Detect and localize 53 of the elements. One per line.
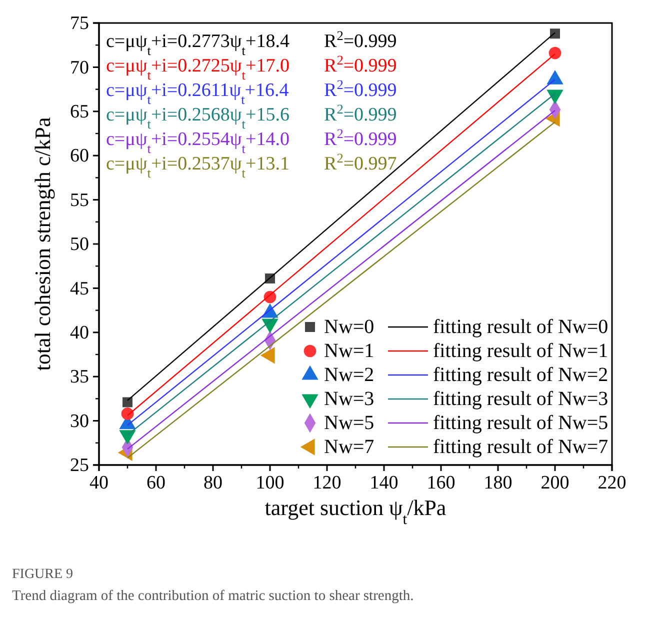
y-tick-label: 60 [70, 146, 89, 167]
x-tick-label: 220 [598, 472, 626, 494]
y-tick-label: 30 [70, 410, 89, 432]
legend-label: fitting result of Nw=7 [433, 436, 608, 458]
annotation: c=μψ$_{t}$+i=0.2611ψ$_{t}$+16.4 [106, 80, 290, 106]
text: FIGURE 9 [12, 567, 74, 582]
x-tick-label: 80 [204, 472, 222, 494]
legend-label: Nw=2 [324, 364, 374, 386]
y-tick-label: 40 [70, 322, 89, 344]
point [548, 46, 562, 60]
annotation: c=μψ$_{t}$+i=0.2725ψ$_{t}$+17.0 [106, 56, 290, 82]
y-tick-label: 45 [70, 278, 89, 300]
x-tick-label: 100 [256, 472, 284, 494]
y-tick-label: 50 [70, 234, 89, 256]
legend-label: fitting result of Nw=5 [433, 412, 608, 434]
legend-label: Nw=7 [324, 436, 374, 458]
y-tick-label: 55 [70, 190, 89, 211]
annotation: c=μψ$_{t}$+i=0.2537ψ$_{t}$+13.1 [106, 154, 290, 180]
legend-label: Nw=1 [324, 340, 374, 362]
point [122, 397, 132, 408]
point [550, 28, 560, 39]
annotation: c=μψ$_{t}$+i=0.2773ψ$_{t}$+18.4 [106, 31, 290, 58]
annotation: R$^{2}$=0.999 [324, 28, 397, 52]
annotation: R$^{2}$=0.999 [324, 52, 397, 76]
point [121, 408, 134, 420]
legend-label: Nw=5 [324, 412, 374, 434]
annotation: R$^{2}$=0.999 [324, 101, 397, 126]
x-axis-title: target suction ψ$_{t}$/kPa [264, 495, 446, 528]
y-tick-label: 35 [70, 366, 89, 388]
annotation: c=μψ$_{t}$+i=0.2568ψ$_{t}$+15.6 [106, 104, 290, 131]
x-tick-label: 140 [370, 472, 398, 494]
annotation: c=μψ$_{t}$+i=0.2554ψ$_{t}$+14.0 [106, 129, 290, 156]
annotation: R$^{2}$=0.999 [324, 76, 397, 101]
x-tick-label: 120 [312, 472, 342, 494]
y-tick-label: 65 [70, 101, 89, 122]
legend-label: fitting result of Nw=2 [433, 364, 608, 386]
x-tick-label: 160 [426, 472, 456, 494]
x-tick-label: 40 [90, 472, 108, 494]
x-tick-label: 200 [540, 472, 570, 494]
text: Trend diagram of the contribution of matric suction to shear strength. [12, 588, 414, 604]
y-tick-label: 25 [70, 455, 89, 476]
x-tick-label: 60 [146, 472, 166, 494]
annotation: R$^{2}$=0.997 [324, 150, 397, 174]
legend-label: fitting result of Nw=3 [433, 388, 608, 410]
y-axis-title: total cohesion strength c/kPa [30, 116, 55, 371]
x-tick-label: 180 [484, 472, 512, 494]
legend-label: fitting result of Nw=0 [433, 316, 608, 338]
y-tick-label: 70 [70, 57, 89, 78]
annotation: R$^{2}$=0.999 [324, 126, 397, 150]
legend-label: Nw=0 [324, 316, 374, 338]
y-tick-label: 75 [70, 13, 89, 34]
legend-label: fitting result of Nw=1 [433, 340, 608, 362]
legend-label: Nw=3 [324, 388, 374, 410]
